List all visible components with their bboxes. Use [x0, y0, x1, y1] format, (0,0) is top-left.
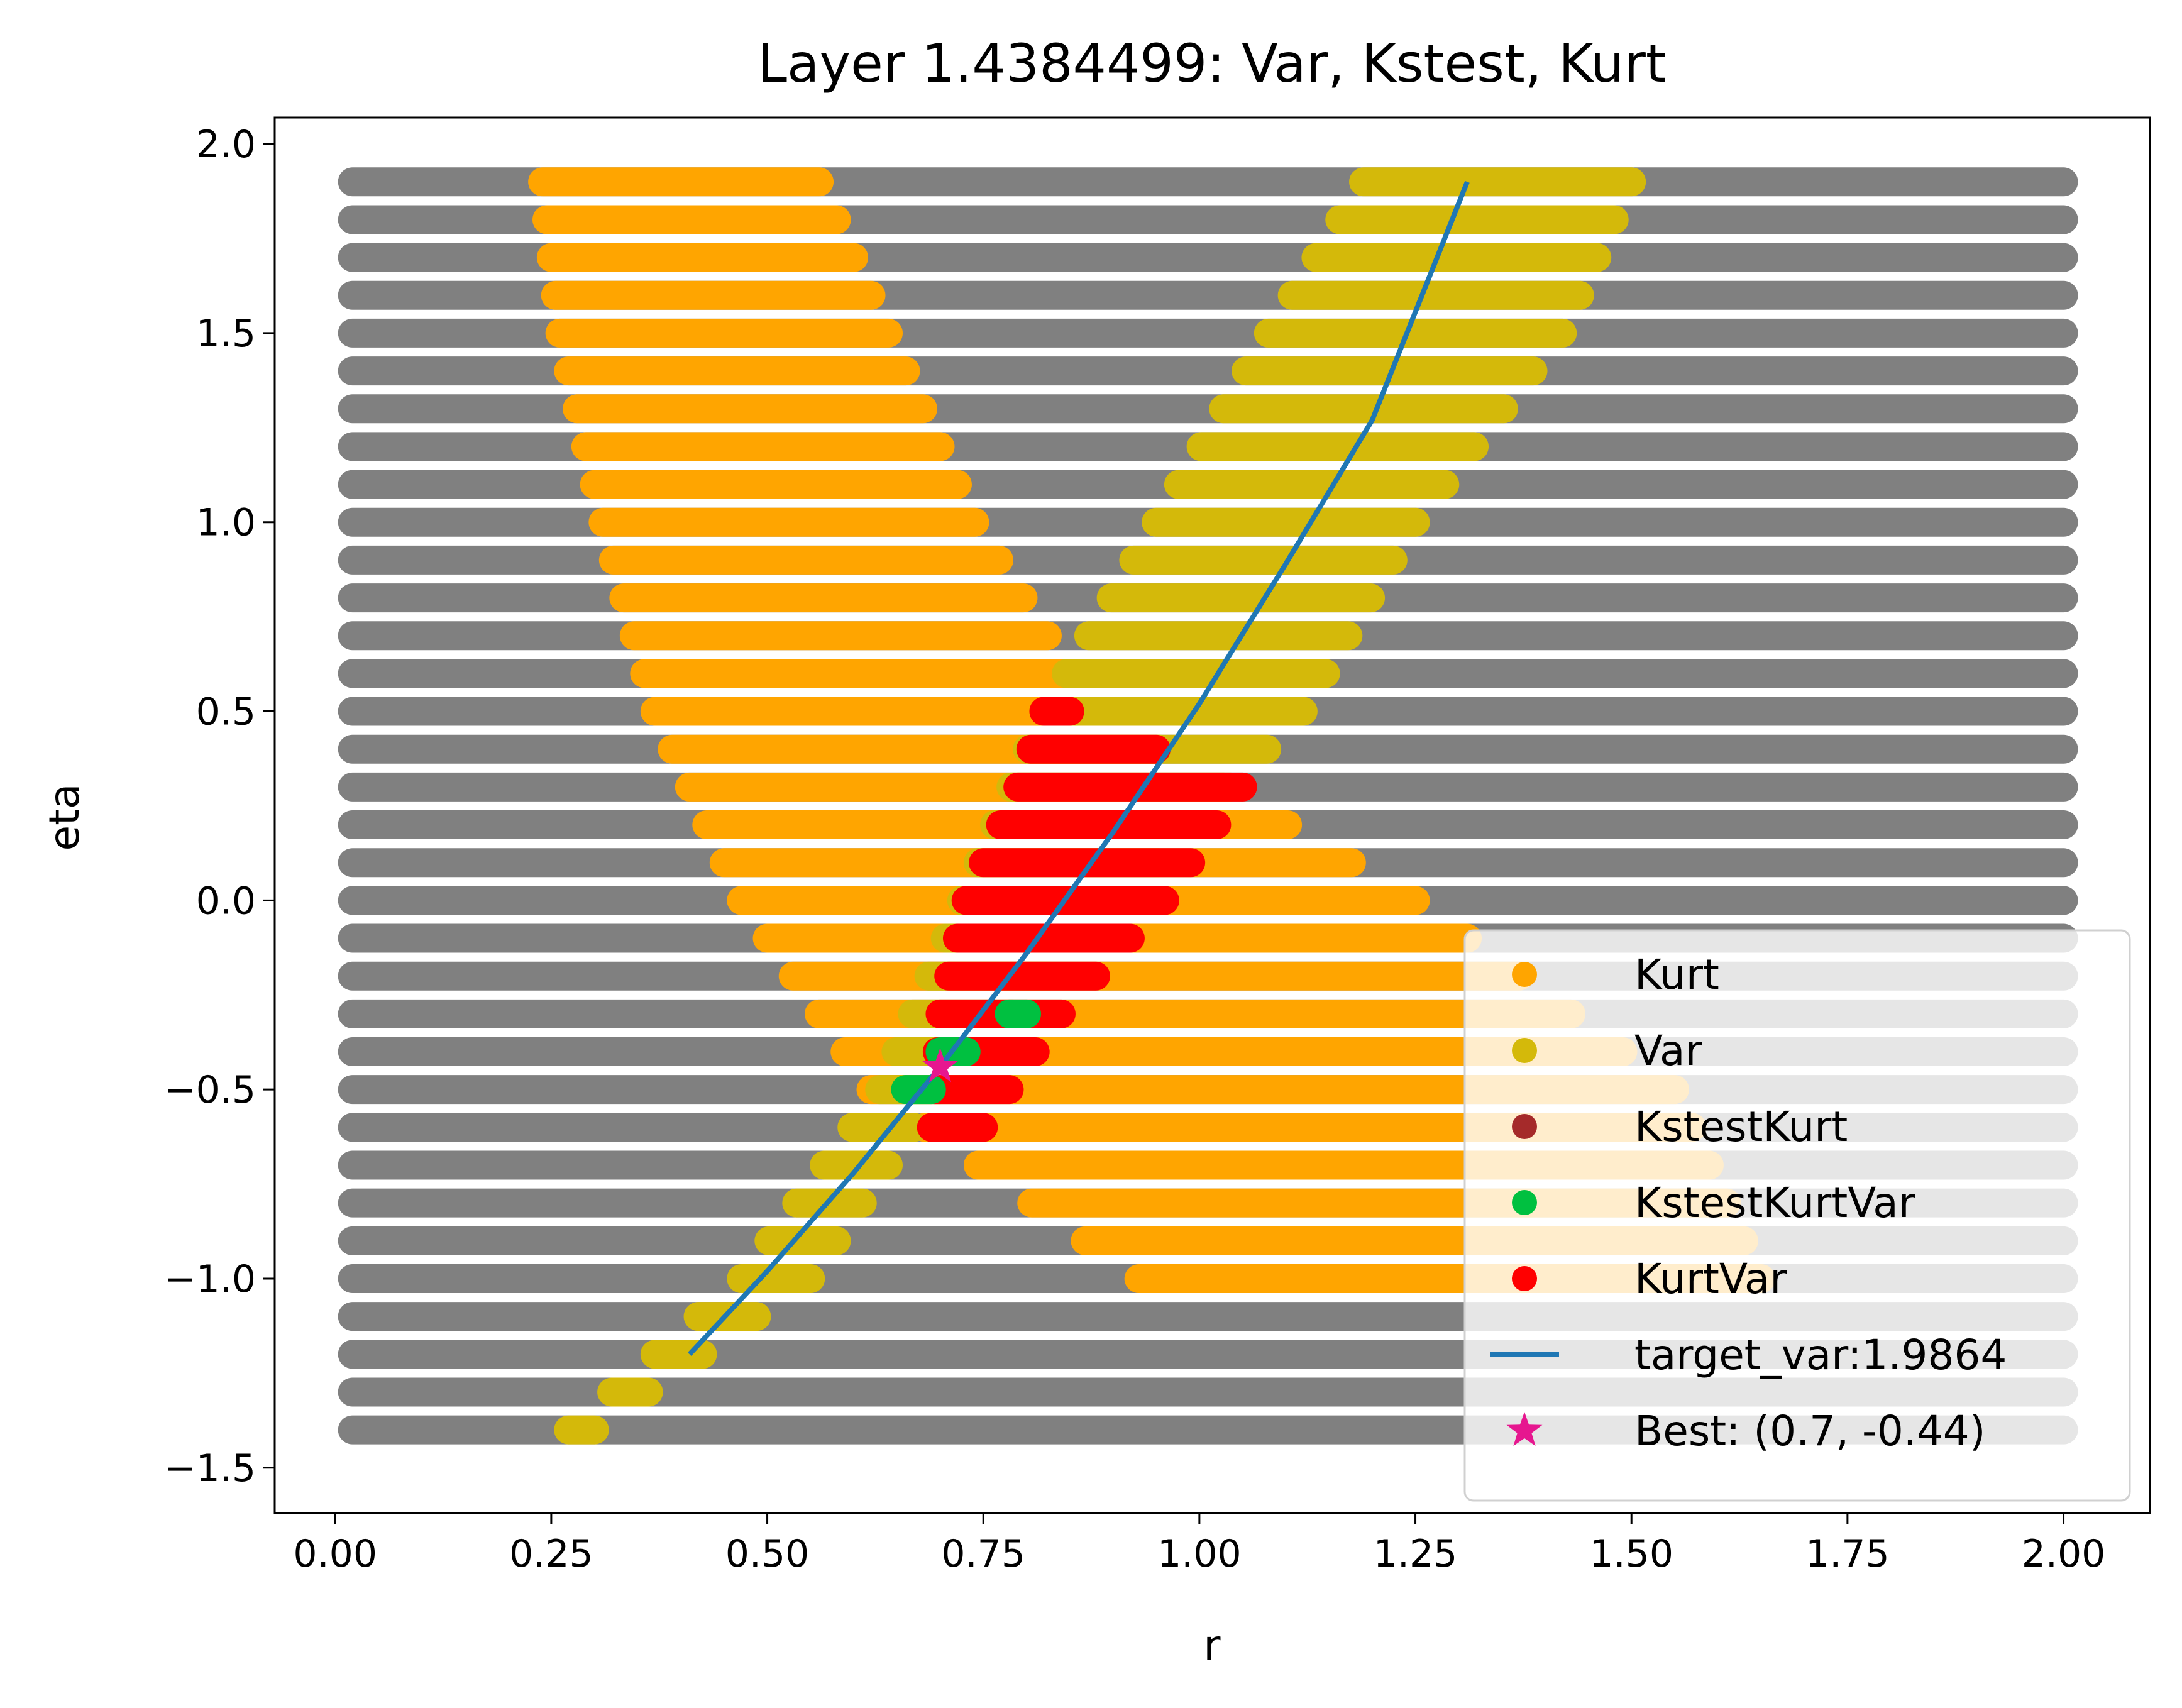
y-tick-label: −1.0 — [164, 1257, 256, 1301]
legend-marker-kstestkurt — [1512, 1114, 1537, 1139]
chart-title: Layer 1.4384499: Var, Kstest, Kurt — [758, 33, 1667, 94]
legend-label: KstestKurtVar — [1634, 1179, 1916, 1227]
legend-label: Var — [1634, 1027, 1702, 1075]
data-rows — [338, 167, 2078, 1445]
legend-label: target_var:1.9864 — [1634, 1331, 2007, 1379]
y-tick-label: 2.0 — [196, 123, 256, 167]
legend: KurtVarKstestKurtKstestKurtVarKurtVartar… — [1463, 929, 2131, 1502]
legend-marker-kurtvar — [1512, 1266, 1537, 1291]
x-axis-label: r — [1203, 1621, 1221, 1670]
x-tick-label: 0.75 — [941, 1532, 1025, 1576]
y-tick-label: 1.5 — [196, 312, 256, 356]
x-tick-label: 0.50 — [725, 1532, 810, 1576]
x-tick-label: 1.25 — [1374, 1532, 1458, 1576]
legend-star-best — [1506, 1412, 1543, 1446]
y-tick-label: −0.5 — [164, 1068, 256, 1112]
y-tick-label: 1.0 — [196, 501, 256, 545]
legend-label: Best: (0.7, -0.44) — [1634, 1407, 1986, 1455]
best-star-marker — [922, 1048, 958, 1083]
legend-label: KstestKurt — [1634, 1103, 1848, 1151]
x-axis-ticks: 0.00 0.25 0.50 0.75 1.00 1.25 1.50 1.75 2.00 — [293, 1513, 2105, 1576]
y-tick-label: 0.5 — [196, 690, 256, 734]
y-tick-label: −1.5 — [164, 1446, 256, 1490]
x-tick-label: 1.50 — [1589, 1532, 1673, 1576]
legend-marker-kstestkurtvar — [1512, 1190, 1537, 1215]
x-tick-label: 1.00 — [1157, 1532, 1242, 1576]
plot-frame — [273, 116, 2151, 1514]
target-var-line — [687, 180, 1470, 1357]
y-axis-ticks: −1.5 −1.0 −0.5 0.0 0.5 1.0 1.5 2.0 — [164, 123, 275, 1490]
y-tick-label: 0.0 — [196, 879, 256, 923]
legend-label: Kurt — [1634, 950, 1719, 999]
x-tick-label: 1.75 — [1805, 1532, 1890, 1576]
best-point — [922, 1048, 958, 1083]
legend-marker-kurt — [1512, 962, 1537, 987]
x-tick-label: 0.00 — [293, 1532, 377, 1576]
target-var-curve — [687, 180, 1470, 1357]
legend-label: KurtVar — [1634, 1255, 1787, 1303]
x-tick-label: 0.25 — [509, 1532, 593, 1576]
x-tick-label: 2.00 — [2022, 1532, 2106, 1576]
legend-marker-var — [1512, 1038, 1537, 1063]
y-axis-label: eta — [40, 784, 89, 851]
legend-box — [1463, 929, 2131, 1502]
